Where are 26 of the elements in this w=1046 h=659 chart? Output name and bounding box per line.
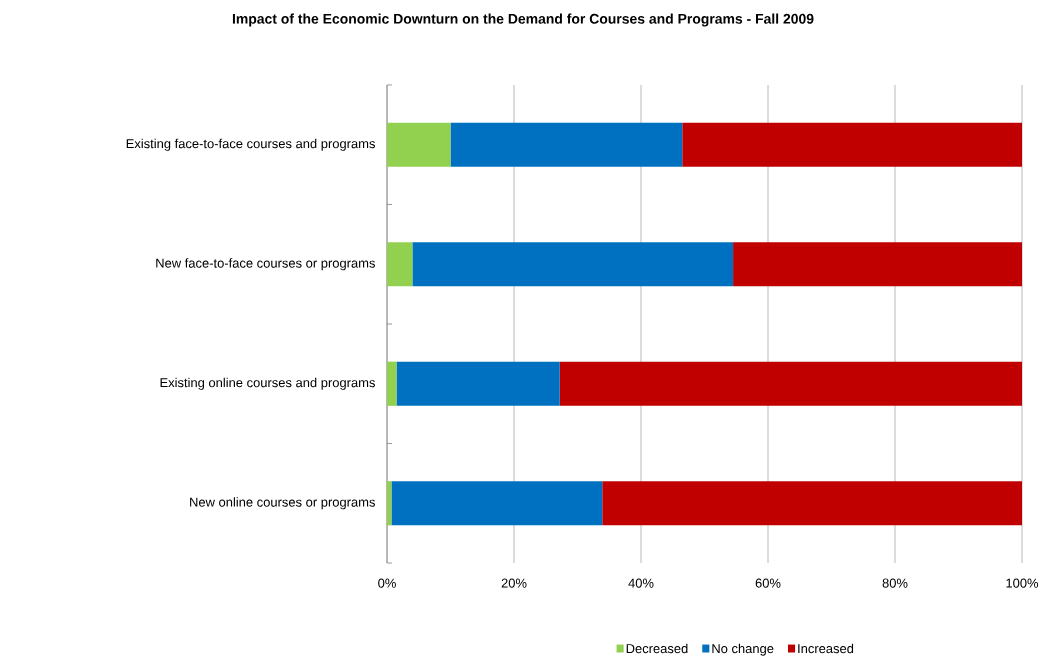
- bar: [412, 242, 734, 287]
- bar: [387, 361, 397, 407]
- bar: [387, 122, 451, 168]
- y-tick-label: New online courses or programs: [190, 497, 375, 510]
- y-tick-label: Existing face-to-face courses and programs: [126, 138, 375, 152]
- bar: [559, 361, 1022, 407]
- legend-label: Decreased: [626, 643, 688, 654]
- bar: [450, 122, 683, 168]
- x-tick-label: 100%: [1006, 578, 1039, 588]
- legend-label: Increased: [798, 643, 854, 654]
- bar: [391, 481, 603, 526]
- x-tick-label: 40%: [628, 578, 654, 588]
- legend-label: No change: [712, 643, 774, 656]
- bar: [602, 481, 1022, 526]
- x-tick-label: 20%: [501, 578, 527, 588]
- bar: [387, 242, 413, 287]
- y-tick-label: Existing online courses and programs: [160, 377, 375, 391]
- bar: [733, 242, 1022, 287]
- y-tick-label: New face-to-face courses or programs: [156, 258, 375, 271]
- x-tick-label: 80%: [882, 578, 908, 588]
- bar: [682, 122, 1022, 168]
- x-tick-label: 60%: [755, 578, 781, 588]
- bar: [387, 481, 392, 526]
- x-tick-label: 0%: [378, 578, 396, 588]
- bar: [396, 361, 560, 407]
- chart-title: Impact of the Economic Downturn on the Demand for Courses and Programs - Fall 2009: [232, 13, 814, 27]
